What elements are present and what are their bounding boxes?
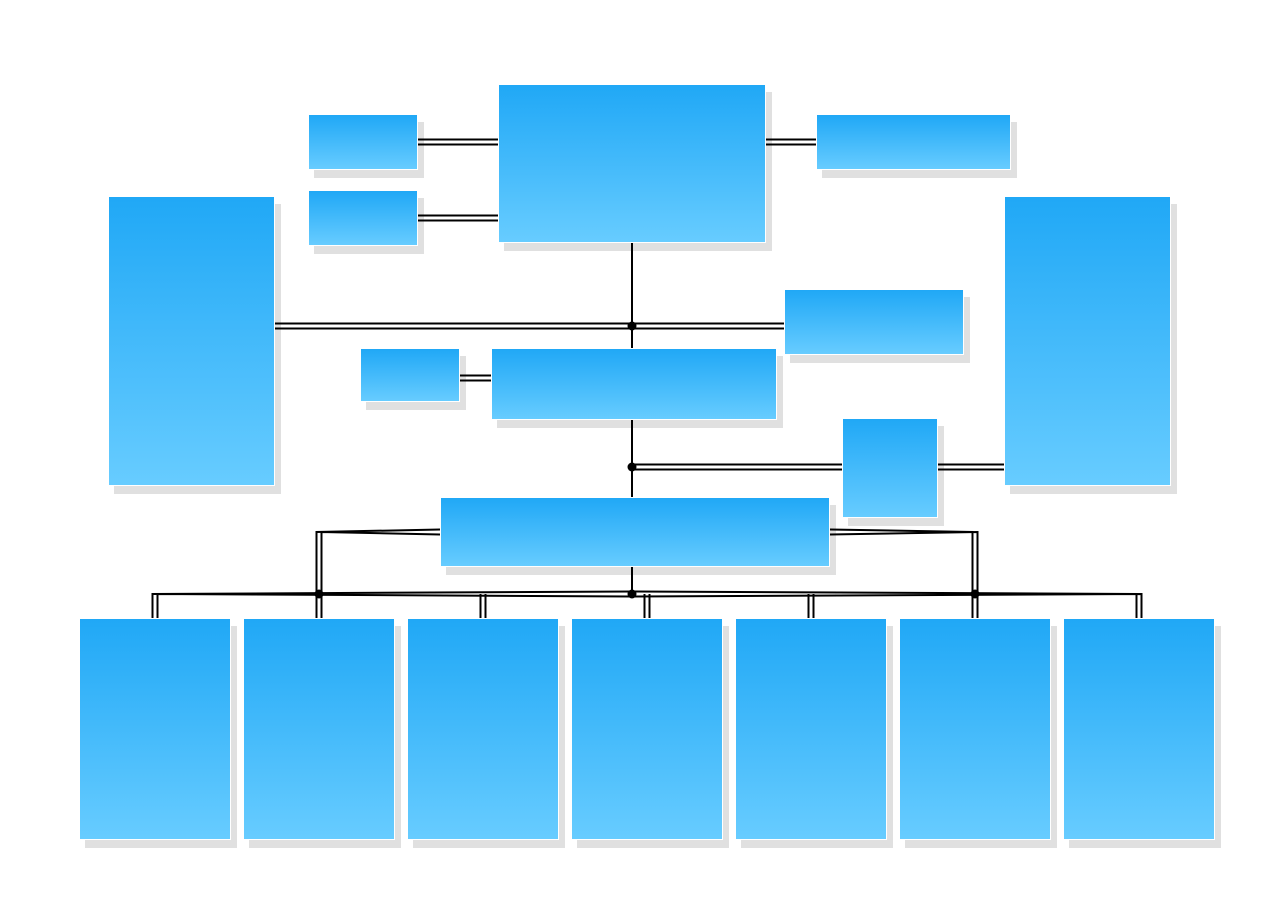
org-node-mid-small-l — [360, 348, 460, 402]
org-node-leaf-5 — [735, 618, 887, 840]
org-node-bar-center — [440, 497, 830, 567]
org-node-leaf-4 — [571, 618, 723, 840]
org-node-mid-center — [491, 348, 777, 420]
org-node-leaf-7 — [1063, 618, 1215, 840]
org-node-root — [498, 84, 766, 243]
org-node-top-small-2 — [308, 190, 418, 246]
org-node-left-tall — [108, 196, 275, 486]
org-node-leaf-1 — [79, 618, 231, 840]
org-node-right-tall — [1004, 196, 1171, 486]
org-node-leaf-3 — [407, 618, 559, 840]
org-node-leaf-6 — [899, 618, 1051, 840]
org-node-top-wide-r — [816, 114, 1011, 170]
org-node-mid-wide-r — [784, 289, 964, 355]
org-node-sq-right — [842, 418, 938, 518]
org-node-top-small-1 — [308, 114, 418, 170]
org-node-leaf-2 — [243, 618, 395, 840]
